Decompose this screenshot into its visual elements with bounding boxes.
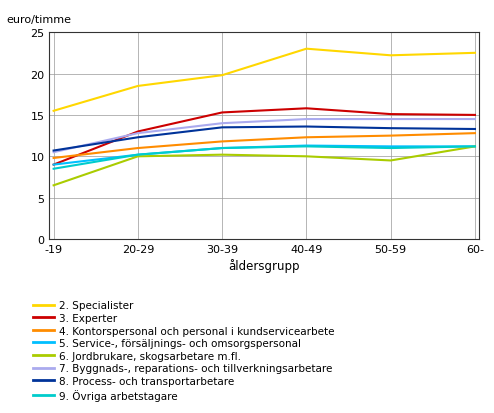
X-axis label: åldersgrupp: åldersgrupp (229, 259, 300, 273)
Text: euro/timme: euro/timme (6, 15, 72, 25)
Legend: 2. Specialister, 3. Experter, 4. Kontorspersonal och personal i kundservicearbet: 2. Specialister, 3. Experter, 4. Kontors… (30, 297, 338, 404)
